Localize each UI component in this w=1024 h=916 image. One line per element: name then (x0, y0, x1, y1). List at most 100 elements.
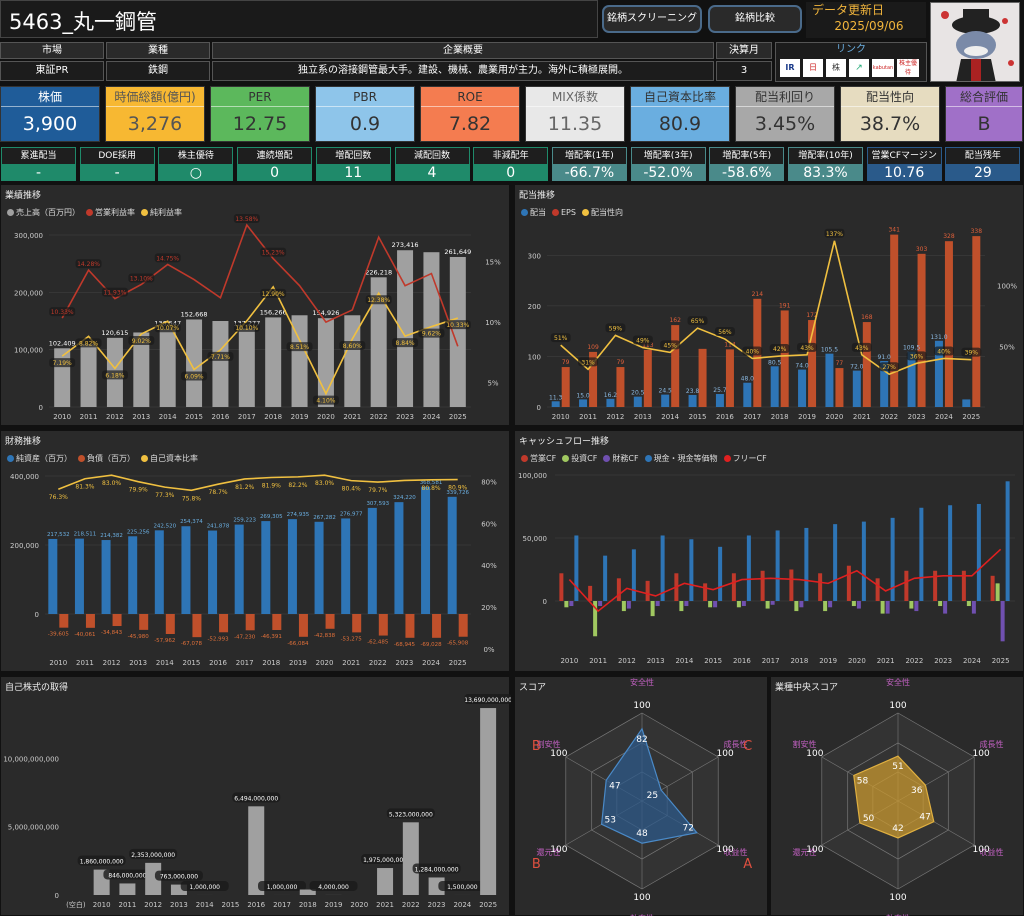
buyback-label: 763,000,000 (160, 874, 198, 881)
sales-label: 273,416 (392, 241, 419, 249)
fin-cf-bar (914, 601, 919, 612)
update-value: 2025/09/06 (834, 19, 904, 33)
net-assets-label: 368,581 (420, 480, 443, 486)
radar-value: 53 (605, 815, 616, 825)
eps-label: 77 (836, 360, 844, 367)
net-assets-label: 218,511 (74, 532, 97, 538)
net-assets-bar (181, 526, 191, 614)
cash-bar (1005, 481, 1010, 601)
score-title: スコア (519, 683, 547, 693)
kabutan-link-icon[interactable]: kabutan (872, 59, 894, 77)
net-assets-label: 307,593 (366, 501, 389, 507)
chart-link-icon[interactable]: ↗ (849, 59, 869, 77)
cashflow-chart: 0 50,000 100,000 2010 2011 2012 2013 2014 2015 20… (518, 472, 1015, 665)
x-tick: 2012 (618, 657, 636, 665)
x-tick: 2025 (479, 901, 497, 909)
buyback-label: 2,353,000,000 (131, 852, 175, 859)
radar-max-label: 100 (806, 749, 823, 759)
x-tick: 2013 (170, 901, 188, 909)
radar-value: 72 (682, 824, 693, 834)
kpi-label: 自己資本比率 (631, 87, 729, 107)
buyback-label-bg (103, 869, 152, 880)
radar-grade: A (743, 857, 752, 872)
inv-cf-bar (938, 601, 943, 607)
equity-ratio-label: 78.7% (209, 489, 228, 496)
radar-max-label: 100 (550, 845, 567, 855)
stat-card: 増配回数 11 (314, 146, 392, 182)
stat-value: 4 (427, 165, 437, 181)
eps-bar (808, 320, 817, 407)
dividend-bar (962, 399, 971, 407)
eps-label: 114 (724, 341, 736, 348)
op-cf-bar (789, 569, 794, 601)
net-label-bg (444, 320, 471, 330)
x-tick: 2024 (963, 657, 981, 665)
legend-free-cf: フリーCF (723, 453, 767, 464)
x-tick: 2021 (877, 657, 895, 665)
radar-max-label: 100 (550, 749, 567, 759)
op-cf-bar (760, 570, 765, 601)
payout-label-bg (578, 357, 599, 367)
dividend-bar (770, 366, 779, 407)
dividend-bar (715, 394, 724, 407)
net-label: 12.38% (367, 297, 390, 304)
kpi-value: 3.45% (754, 113, 816, 135)
buyback-label: 846,000,000 (108, 872, 146, 879)
compare-button[interactable]: 銘柄比較 (708, 5, 802, 33)
equity-ratio-label: 79.9% (129, 487, 148, 494)
dividend-label: 15.0 (576, 392, 590, 399)
x-tick: 2010 (552, 413, 570, 421)
y2-tick: 40% (481, 562, 497, 570)
x-tick: 2013 (634, 413, 652, 421)
net-label-bg (392, 338, 419, 348)
screening-button[interactable]: 銘柄スクリーニング (602, 5, 702, 33)
payout-label: 65% (691, 318, 705, 325)
eps-bar (972, 236, 981, 407)
stat-label: 株主優待 (159, 148, 233, 164)
radar-value: 47 (609, 781, 620, 791)
net-assets-label: 214,382 (100, 533, 123, 539)
dividend-panel: 配当推移 配当 EPS 配当性向 0 100 200 300 50% 100% 2010 11… (514, 184, 1024, 426)
op-cf-bar (645, 580, 650, 601)
op-cf-bar (731, 573, 736, 601)
stat-label: 増配回数 (316, 148, 390, 164)
eps-bar (944, 241, 953, 407)
buyback-title: 自己株式の取得 (5, 683, 69, 693)
op-label: 14.75% (156, 255, 179, 262)
sales-bar (133, 332, 150, 407)
industry-header: 業種 (106, 42, 210, 59)
equity-ratio-label: 82.2% (288, 482, 307, 489)
op-cf-bar (588, 585, 593, 601)
kpi-card: 配当利回り 3.45% (735, 86, 835, 142)
stat-card: 株主優待 ○ (157, 146, 235, 182)
stat-value: - (35, 165, 42, 181)
ir-link-icon[interactable]: IR (780, 59, 800, 77)
kabu-link-icon[interactable]: 株 (826, 59, 846, 77)
yutai-link-icon[interactable]: 株主優待 (897, 59, 919, 77)
score-radar: 安全性100S成長性100C収益性100A効率性100B還元性100B割安性10… (532, 677, 752, 916)
payout-label: 51% (554, 335, 568, 342)
payout-line (560, 240, 972, 376)
stat-label: 増配率(10年) (789, 148, 862, 164)
radar-axis-label: 成長性 (724, 739, 748, 749)
eps-label: 79 (617, 359, 625, 366)
dividend-label: 105.5 (821, 347, 838, 354)
nikkei-link-icon[interactable]: 日 (803, 59, 823, 77)
liabilities-label: -57,962 (154, 638, 175, 644)
kpi-label: PBR (316, 87, 414, 107)
net-assets-label: 241,878 (207, 524, 230, 530)
radar-shape (600, 727, 698, 844)
cash-bar (631, 549, 636, 601)
inv-cf-bar (708, 601, 713, 608)
liabilities-label: -53,275 (341, 636, 363, 642)
avatar (930, 2, 1020, 82)
net-label: 10.10% (235, 325, 258, 332)
equity-ratio-label: 76.3% (49, 494, 68, 501)
cash-bar (746, 535, 751, 601)
x-tick: 2010 (53, 413, 71, 421)
radar-axis-label: 還元性 (792, 847, 816, 857)
dividend-label: 48.0 (741, 376, 755, 383)
net-label: 9.02% (132, 338, 151, 345)
buyback-bar (145, 862, 162, 895)
net-label-bg (260, 288, 287, 298)
